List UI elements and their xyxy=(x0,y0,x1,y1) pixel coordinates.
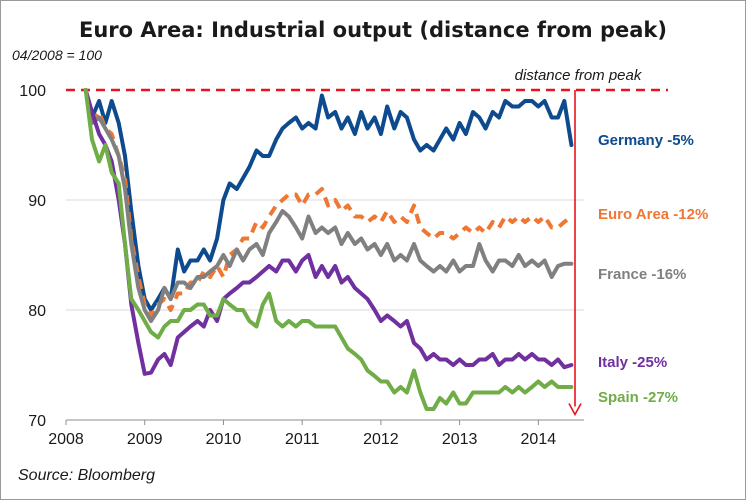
arrow-head xyxy=(568,403,582,417)
series-line-france xyxy=(83,88,574,323)
y-tick-label: 90 xyxy=(28,193,46,210)
distance-arrow xyxy=(568,90,582,417)
series-label-italy: Italy -25% xyxy=(598,354,667,371)
x-tick-label: 2012 xyxy=(363,431,399,448)
series-labels: Germany -5% Euro Area -12% France -16% Ital… xyxy=(598,132,708,406)
series-label-euro-area: Euro Area -12% xyxy=(598,206,708,223)
x-tick-label: 2008 xyxy=(48,431,84,448)
y-axis-ticks: 70 80 90 100 xyxy=(19,83,46,430)
series-line-italy xyxy=(83,88,574,376)
series-line-spain xyxy=(83,88,574,411)
series-group xyxy=(83,88,574,411)
x-tick-label: 2011 xyxy=(285,431,320,448)
x-tick-label: 2010 xyxy=(206,431,242,448)
peak-label: distance from peak xyxy=(515,67,643,84)
series-label-spain: Spain -27% xyxy=(598,389,678,406)
chart-title: Euro Area: Industrial output (distance f… xyxy=(79,18,667,42)
x-axis-ticks: 2008 2009 2010 2011 2012 2013 2014 xyxy=(48,420,556,448)
x-tick-label: 2014 xyxy=(521,431,557,448)
chart-subtitle: 04/2008 = 100 xyxy=(12,47,102,63)
y-tick-label: 70 xyxy=(28,413,46,430)
source-note: Source: Bloomberg xyxy=(18,467,155,484)
series-label-germany: Germany -5% xyxy=(598,132,694,149)
series-label-france: France -16% xyxy=(598,266,686,283)
y-tick-label: 100 xyxy=(19,83,46,100)
y-tick-label: 80 xyxy=(28,303,46,320)
series-line-euro-area xyxy=(83,89,573,318)
x-tick-label: 2013 xyxy=(442,431,478,448)
x-tick-label: 2009 xyxy=(127,431,163,448)
